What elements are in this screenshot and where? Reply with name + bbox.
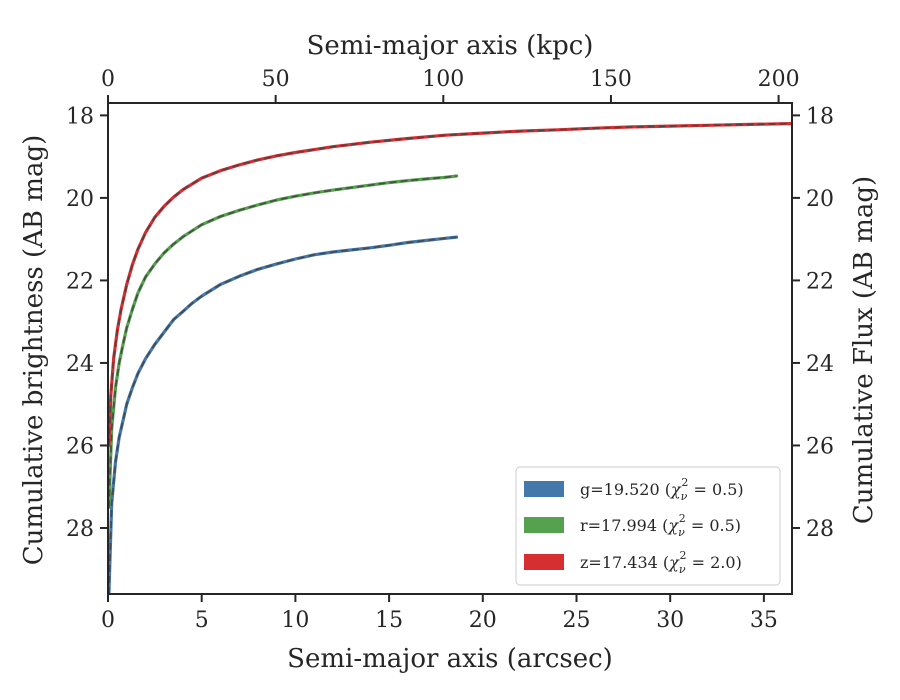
- legend-item-g: g=19.520 (χν2 = 0.5): [524, 476, 744, 503]
- legend-swatch-r: [524, 517, 564, 533]
- model-line-z: [108, 122, 791, 446]
- legend-label-z: z=17.434 (χν2 = 2.0): [580, 549, 742, 576]
- x-tick-label: 5: [195, 608, 209, 633]
- legend-label-g: g=19.520 (χν2 = 0.5): [580, 476, 744, 503]
- y2-tick-label: 22: [806, 269, 834, 294]
- y2-tick-label: 20: [806, 187, 834, 212]
- x2-tick-label: 50: [262, 67, 290, 92]
- y-tick-label: 28: [66, 517, 94, 542]
- series-line-z: [108, 122, 792, 448]
- x-tick-label: 25: [562, 608, 590, 633]
- x2-tick-label: 150: [590, 67, 632, 92]
- x2-tick-label: 0: [101, 67, 115, 92]
- x-tick-label: 30: [656, 608, 684, 633]
- x-tick-label: 15: [375, 608, 403, 633]
- model-line-r: [108, 175, 457, 508]
- legend: g=19.520 (χν2 = 0.5) r=17.994 (χν2 = 0.5…: [515, 466, 781, 586]
- x-axis-title: Semi-major axis (arcsec): [287, 644, 613, 674]
- y2-axis-title: Cumulative Flux (AB mag): [849, 176, 879, 524]
- y-tick-label: 22: [66, 269, 94, 294]
- plot-frame: [107, 102, 793, 595]
- y2-tick-label: 26: [806, 434, 834, 459]
- series-line-r: [108, 174, 459, 509]
- y2-tick-label: 18: [806, 104, 834, 129]
- y2-tick-label: 28: [806, 517, 834, 542]
- legend-item-r: r=17.994 (χν2 = 0.5): [524, 512, 741, 539]
- x-tick-label: 35: [750, 608, 778, 633]
- y-tick-label: 18: [66, 104, 94, 129]
- x-tick-label: 10: [281, 608, 309, 633]
- y2-tick-label: 24: [806, 352, 834, 377]
- model-line-g: [108, 236, 457, 594]
- x-tick-label: 0: [101, 608, 115, 633]
- x2-tick-label: 100: [422, 67, 464, 92]
- legend-box: [515, 466, 781, 586]
- y-tick-label: 20: [66, 187, 94, 212]
- y-axis-title: Cumulative brightness (AB mag): [19, 135, 49, 566]
- series-group: [108, 122, 792, 594]
- y-tick-label: 24: [66, 352, 94, 377]
- series-line-g: [108, 235, 459, 594]
- legend-swatch-z: [524, 554, 564, 570]
- x-tick-label: 20: [469, 608, 497, 633]
- legend-item-z: z=17.434 (χν2 = 2.0): [524, 549, 742, 576]
- x2-tick-label: 200: [758, 67, 800, 92]
- legend-label-r: r=17.994 (χν2 = 0.5): [580, 512, 741, 539]
- legend-swatch-g: [524, 481, 564, 497]
- y-tick-label: 26: [66, 434, 94, 459]
- x2-axis-title: Semi-major axis (kpc): [307, 31, 594, 61]
